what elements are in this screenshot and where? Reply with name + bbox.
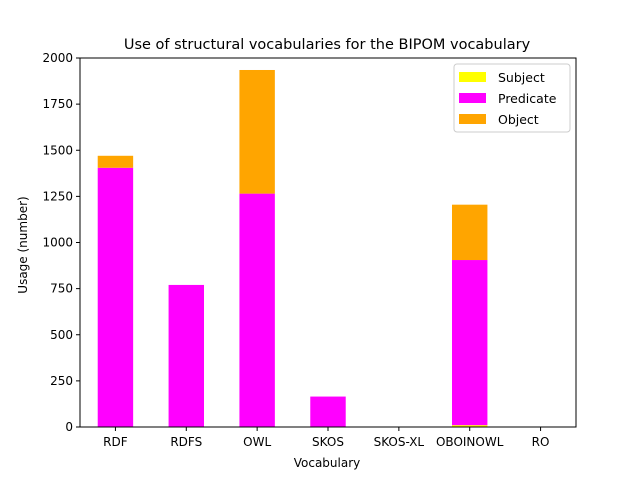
bar-rdf-object — [97, 155, 134, 168]
bar-owl-predicate — [239, 193, 275, 427]
bar-rdf-predicate — [97, 167, 134, 427]
x-tick-label: OWL — [243, 435, 271, 449]
legend-swatch-predicate — [459, 93, 486, 103]
x-tick-label: RDF — [103, 435, 128, 449]
x-tick-label: OBOINOWL — [436, 435, 504, 449]
y-tick-label: 2000 — [42, 51, 73, 65]
y-tick-label: 1000 — [42, 236, 73, 250]
y-axis-label: Usage (number) — [16, 196, 30, 293]
bar-oboinowl-predicate — [452, 260, 488, 426]
legend-swatch-subject — [459, 72, 486, 82]
x-tick-label: SKOS-XL — [374, 435, 425, 449]
legend-label-predicate: Predicate — [498, 91, 557, 106]
bar-oboinowl-object — [452, 204, 488, 261]
x-tick-label: RDFS — [170, 435, 202, 449]
chart-title: Use of structural vocabularies for the B… — [124, 37, 531, 53]
y-axis: 0 250 500 750 1000 1250 1500 1750 2000 — [42, 51, 80, 434]
bar-skos-predicate — [310, 396, 346, 427]
bars-group — [97, 69, 488, 427]
legend-label-subject: Subject — [498, 70, 545, 85]
legend-label-object: Object — [498, 112, 539, 127]
bar-rdfs-predicate — [168, 284, 204, 427]
y-tick-label: 1500 — [42, 143, 73, 157]
y-tick-label: 250 — [50, 374, 73, 388]
x-tick-label: RO — [532, 435, 550, 449]
legend-swatch-object — [459, 114, 486, 124]
y-tick-label: 1250 — [42, 189, 73, 203]
y-tick-label: 500 — [50, 328, 73, 342]
y-tick-label: 750 — [50, 282, 73, 296]
y-tick-label: 0 — [65, 420, 73, 434]
x-axis-label: Vocabulary — [294, 456, 361, 470]
bar-oboinowl-subject — [452, 425, 488, 427]
y-tick-label: 1750 — [42, 97, 73, 111]
legend: Subject Predicate Object — [453, 63, 571, 133]
plot-frame — [79, 57, 577, 428]
x-axis: RDF RDFS OWL SKOS SKOS-XL OBOINOWL RO — [103, 427, 549, 449]
x-tick-label: SKOS — [312, 435, 344, 449]
bar-owl-object — [239, 69, 275, 194]
